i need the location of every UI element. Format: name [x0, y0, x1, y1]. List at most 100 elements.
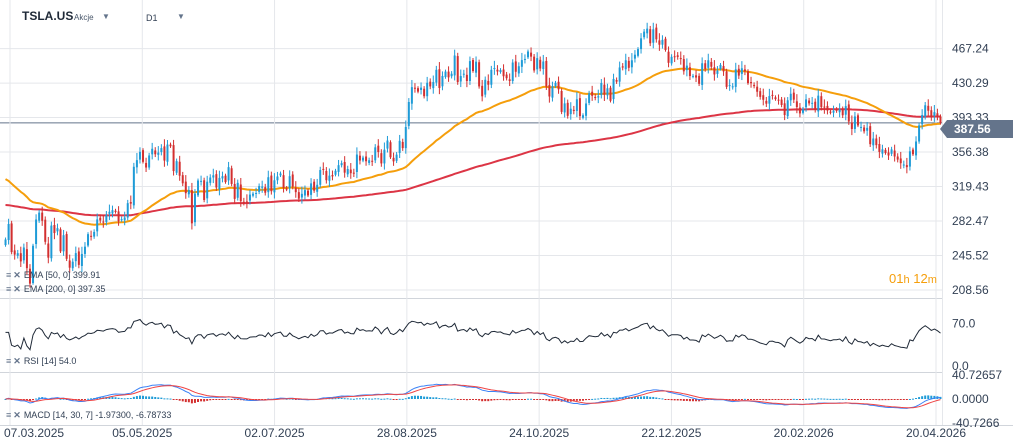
close-icon[interactable]: ✕: [13, 410, 21, 420]
candle-body: [640, 38, 643, 50]
candle-body: [4, 239, 7, 246]
macd-histogram-bar: [878, 399, 881, 401]
macd-signal-line: [5, 384, 941, 409]
candle-body: [853, 116, 856, 129]
macd-histogram-bar: [545, 399, 548, 401]
settings-icon[interactable]: ≡: [6, 270, 12, 280]
rsi-legend[interactable]: ≡ ✕ RSI [14] 54.0: [6, 356, 77, 366]
macd-histogram-bar: [481, 399, 484, 402]
macd-histogram-bar: [548, 399, 551, 402]
candles: [4, 22, 942, 288]
candle-body: [670, 56, 673, 64]
candle-body: [248, 194, 251, 201]
candle-body: [502, 69, 505, 77]
macd-histogram-bar: [148, 396, 151, 399]
candle-body: [890, 149, 893, 154]
caret-down-icon[interactable]: ▼: [102, 12, 110, 21]
close-icon[interactable]: ✕: [13, 270, 21, 280]
candle-body: [814, 101, 817, 110]
macd-histogram-bar: [4, 399, 7, 400]
candle-body: [661, 39, 664, 45]
macd-histogram-bar: [383, 398, 386, 400]
macd-histogram-bar: [746, 399, 749, 400]
candle-body: [386, 140, 389, 149]
candle-body: [258, 186, 261, 192]
candle-body: [841, 109, 844, 116]
candle-body: [25, 249, 28, 269]
symbol-label[interactable]: TSLA.US: [22, 9, 74, 23]
macd-histogram-bar: [472, 399, 474, 400]
macd-histogram-bar: [432, 397, 435, 399]
time-tick-label: 20.02.2026: [774, 426, 834, 440]
candle-body: [337, 165, 340, 172]
candle-body: [62, 235, 65, 252]
macd-histogram-bar: [487, 399, 490, 402]
candle-body: [404, 127, 407, 149]
settings-icon[interactable]: ≡: [6, 284, 12, 294]
candle-body: [753, 84, 756, 87]
candle-body: [743, 69, 746, 72]
macd-histogram-bar: [664, 399, 667, 400]
timeframe-label[interactable]: D1: [146, 13, 158, 23]
candle-body: [585, 103, 588, 116]
candle-body: [178, 161, 181, 176]
candle-body: [59, 229, 62, 252]
macd-histogram-bar: [453, 398, 456, 400]
price-tick-label: 282.47: [952, 214, 989, 228]
macd-histogram-bar: [145, 396, 148, 399]
candle-body: [374, 147, 377, 161]
candle-body: [716, 70, 719, 74]
macd-histogram-bar: [786, 399, 789, 400]
macd-legend[interactable]: ≡ ✕ MACD [14, 30, 7] -1.97300, -6.78733: [6, 410, 172, 420]
macd-histogram-bar: [526, 398, 529, 400]
ema50-legend[interactable]: ≡ ✕ EMA [50, 0] 399.91: [6, 270, 101, 280]
candle-body: [322, 168, 325, 170]
macd-histogram-bar: [539, 399, 542, 400]
candle-body: [630, 60, 633, 68]
macd-histogram-bar: [756, 399, 759, 400]
macd-histogram-bar: [594, 398, 597, 400]
macd-histogram-bar: [884, 399, 887, 401]
close-icon[interactable]: ✕: [13, 356, 21, 366]
candle-body: [453, 55, 456, 76]
macd-histogram-bar: [511, 399, 514, 400]
candle-body: [417, 88, 420, 92]
macd-histogram-bar: [368, 398, 371, 400]
macd-histogram-bar: [291, 398, 294, 400]
macd-histogram-bar: [62, 398, 65, 400]
price-tick-label: 208.56: [952, 283, 989, 297]
macd-histogram-bar: [490, 399, 493, 401]
candle-body: [117, 211, 120, 222]
macd-histogram-bar: [841, 398, 844, 400]
macd-histogram-bar: [377, 398, 380, 400]
candle-body: [245, 201, 248, 203]
macd-histogram-bar: [352, 398, 355, 400]
close-icon[interactable]: ✕: [13, 284, 21, 294]
macd-histogram-bar: [695, 399, 698, 402]
macd-histogram-bar: [911, 398, 914, 400]
settings-icon[interactable]: ≡: [6, 356, 12, 366]
ema200-legend[interactable]: ≡ ✕ EMA [200, 0] 397.35: [6, 284, 106, 294]
macd-histogram-bar: [181, 399, 184, 402]
macd-histogram-bar: [902, 399, 905, 400]
macd-histogram-bar: [921, 396, 924, 399]
caret-down-icon[interactable]: ▼: [177, 12, 185, 21]
macd-histogram-bar: [389, 398, 392, 400]
macd-histogram-bar: [346, 398, 349, 400]
macd-histogram-bar: [832, 398, 835, 400]
candle-body: [856, 115, 859, 126]
candle-body: [621, 66, 624, 68]
settings-icon[interactable]: ≡: [6, 410, 12, 420]
candle-body: [447, 71, 450, 78]
candle-body: [860, 126, 863, 128]
candle-body: [633, 54, 636, 59]
macd-histogram-bar: [881, 399, 884, 401]
macd-histogram-bar: [450, 398, 453, 400]
candle-body: [597, 96, 600, 98]
candle-body: [239, 184, 242, 202]
macd-histogram-bar: [129, 398, 132, 400]
candle-body: [817, 95, 820, 112]
macd-histogram-bar: [566, 399, 569, 402]
macd-histogram-bar: [918, 397, 921, 399]
